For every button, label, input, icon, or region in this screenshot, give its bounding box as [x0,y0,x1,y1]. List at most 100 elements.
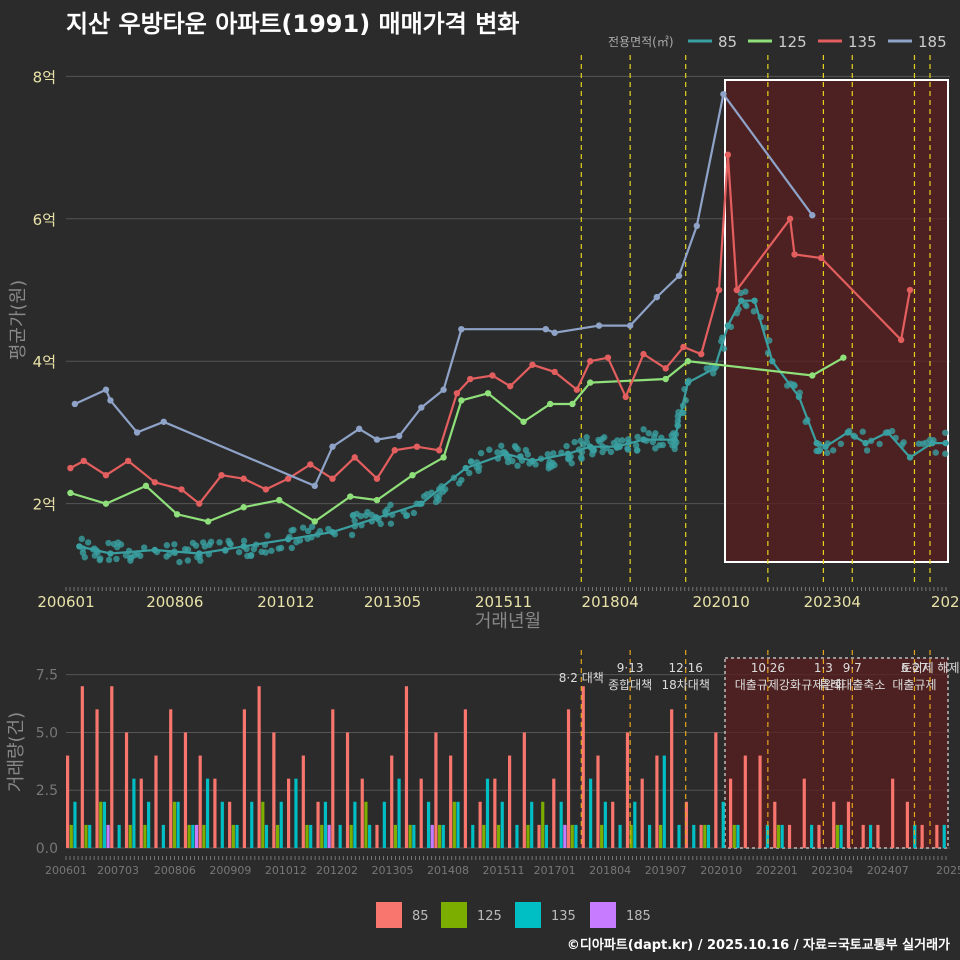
bar-x-tick-label: 2025 [936,864,960,877]
volume-bar-125 [438,824,442,848]
volume-bar-135 [618,824,622,848]
data-point-125 [409,471,416,479]
volume-bar-85 [611,801,615,848]
data-point-135 [604,354,612,361]
volume-bar-85 [670,709,674,848]
scatter-point-85 [348,531,356,539]
scatter-point-85 [915,440,923,447]
data-point-85 [844,429,852,436]
volume-bar-135 [500,801,504,848]
volume-bar-185 [327,824,331,848]
volume-bar-85 [213,778,217,848]
data-point-135 [715,286,723,294]
scatter-point-85 [494,449,501,456]
bar-x-tick-label: 201012 [265,864,307,877]
volume-bar-185 [430,824,434,848]
volume-bar-85 [596,755,600,848]
data-point-185 [551,329,558,336]
scatter-point-85 [619,437,626,444]
scatter-point-85 [351,517,358,524]
data-point-135 [640,350,647,358]
scatter-point-85 [566,455,573,462]
volume-bar-135 [412,824,416,848]
volume-bar-135 [765,824,770,848]
data-point-135 [413,443,421,450]
volume-bar-135 [338,824,342,848]
volume-bar-125 [496,824,501,848]
data-point-185 [133,429,141,436]
data-point-135 [786,215,794,222]
x-tick-label: 201804 [582,593,639,611]
data-point-185 [440,386,447,393]
y-tick-label: 4억 [33,353,56,371]
data-point-125 [809,372,816,379]
volume-bar-85 [861,824,865,848]
data-point-85 [107,550,114,557]
policy-label: 9·13 [617,661,644,675]
volume-bar-135 [368,824,372,848]
data-point-185 [311,482,318,490]
scatter-point-85 [625,436,632,443]
data-point-85 [822,443,829,450]
scatter-point-85 [607,448,615,456]
policy-label: 규제완화 [801,678,845,692]
scatter-point-85 [97,555,104,562]
volume-bar-135 [677,824,681,848]
volume-bar-85 [920,824,924,848]
data-point-135 [391,447,398,454]
volume-bar-135 [73,801,77,848]
scatter-point-85 [942,450,949,457]
bar-x-tick-label: 200601 [45,864,87,877]
scatter-point-85 [117,541,125,548]
scatter-point-85 [814,447,822,454]
volume-bar-135 [132,778,136,848]
volume-bar-125 [659,824,663,848]
data-point-135 [586,358,594,365]
scatter-point-85 [455,480,463,487]
volume-bar-85 [743,755,747,848]
scatter-point-85 [290,526,297,534]
bar-x-tick-label: 202304 [811,864,853,877]
scatter-point-85 [105,556,113,564]
volume-bar-85 [345,732,350,848]
data-point-125 [547,400,554,408]
volume-bar-85 [66,755,70,848]
scatter-point-85 [659,441,667,449]
bar-legend-key-125 [441,902,467,928]
data-point-135 [453,390,461,397]
x-tick-label: 200806 [146,593,203,611]
data-point-85 [929,439,936,447]
policy-label: 18차대책 [661,677,709,692]
volume-bar-85 [242,709,246,848]
scatter-point-85 [563,442,570,450]
data-point-185 [693,222,700,230]
volume-bar-125 [482,824,486,848]
volume-bar-125 [275,824,280,848]
data-point-85 [284,536,292,543]
scatter-point-85 [166,550,173,558]
data-point-135 [329,475,336,482]
volume-bar-85 [434,732,438,848]
scatter-point-85 [859,428,866,435]
x-tick-label: 2025 [931,593,960,611]
volume-bar-135 [426,801,431,848]
scatter-point-85 [511,442,519,450]
data-point-185 [675,272,683,279]
volume-bar-85 [699,824,703,848]
volume-bar-85 [95,709,99,848]
bar-x-tick-label: 202010 [700,864,742,877]
volume-bar-85 [758,755,762,848]
data-point-85 [724,322,732,329]
volume-bar-135 [220,801,224,848]
data-point-85 [329,528,336,536]
data-point-185 [373,436,381,443]
scatter-point-85 [577,453,585,461]
x-axis-label: 거래년월 [475,611,541,632]
volume-bar-135 [780,824,784,848]
scatter-point-85 [304,527,312,535]
volume-bar-125 [172,801,176,848]
data-point-85 [502,450,509,458]
bar-legend-key-85 [376,902,402,928]
data-point-85 [564,450,572,458]
data-point-135 [698,350,705,358]
